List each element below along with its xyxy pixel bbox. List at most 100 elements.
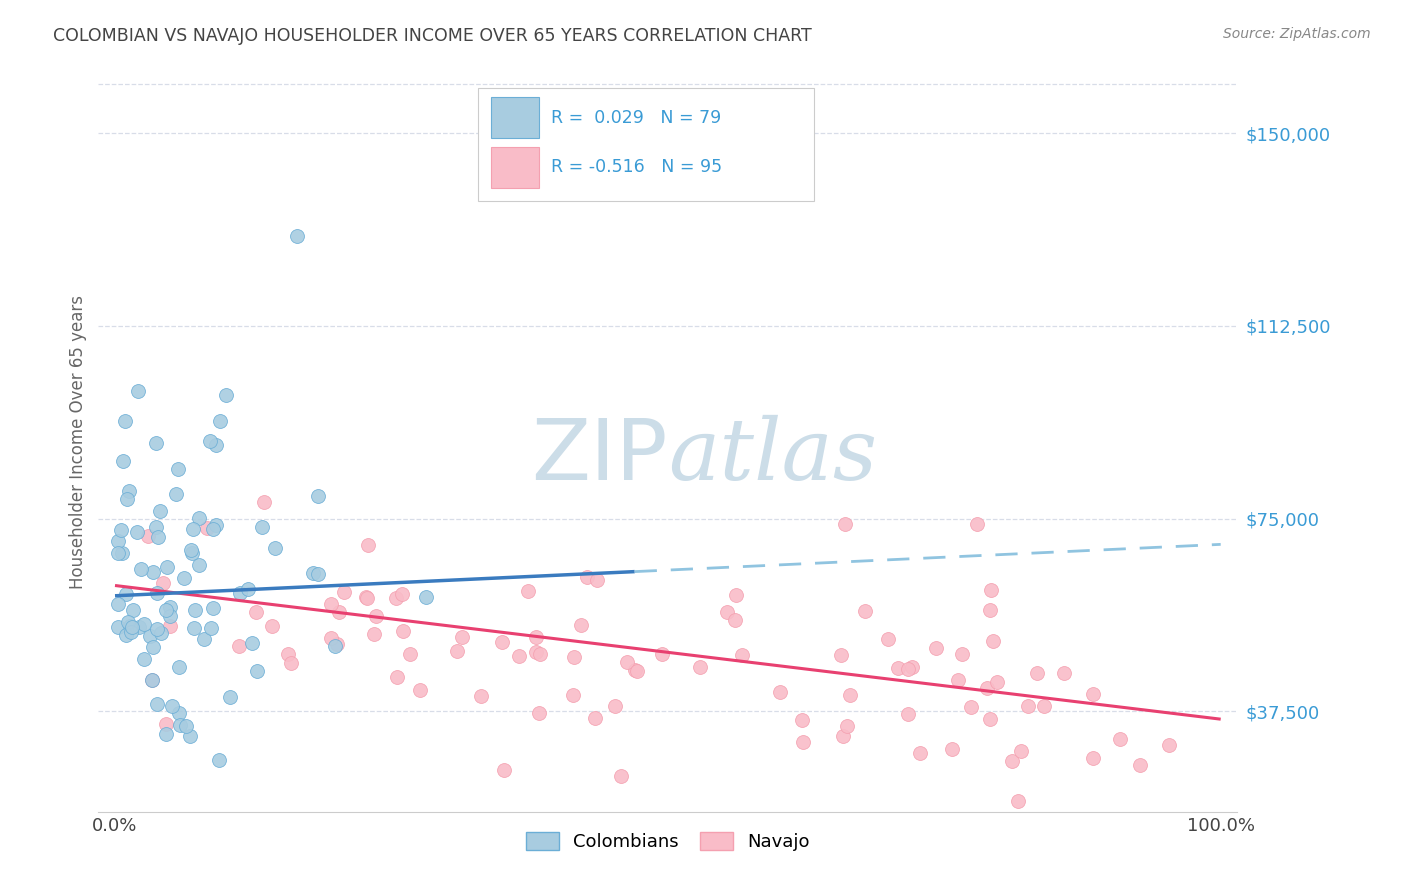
Point (529, 706, 551, 721)
Point (610, 769, 633, 783)
Point (165, 487, 187, 501)
Point (155, 727, 177, 741)
Point (195, 521, 218, 535)
Point (326, 637, 349, 651)
Point (277, 647, 299, 661)
Point (246, 664, 269, 678)
Point (409, 683, 432, 698)
Point (1032, 699, 1054, 714)
Point (198, 434, 221, 449)
Point (451, 630, 474, 644)
Point (201, 600, 224, 615)
Text: atlas: atlas (668, 415, 877, 498)
Point (139, 630, 162, 644)
Point (145, 520, 167, 534)
Point (209, 414, 232, 428)
Point (238, 582, 260, 596)
Point (118, 619, 141, 633)
Point (908, 746, 931, 760)
Point (583, 711, 606, 725)
Point (264, 541, 287, 555)
Point (136, 529, 159, 543)
Point (724, 588, 747, 602)
Point (731, 648, 754, 662)
Point (562, 649, 585, 664)
Point (112, 454, 135, 468)
Point (792, 734, 814, 748)
Point (110, 523, 132, 537)
Text: R = -0.516   N = 95: R = -0.516 N = 95 (551, 158, 721, 177)
Point (1159, 738, 1181, 752)
Point (193, 632, 215, 647)
Point (122, 602, 145, 616)
Point (517, 583, 540, 598)
Point (174, 719, 197, 733)
Point (150, 626, 173, 640)
Point (508, 649, 530, 664)
Text: COLOMBIAN VS NAVAJO HOUSEHOLDER INCOME OVER 65 YEARS CORRELATION CHART: COLOMBIAN VS NAVAJO HOUSEHOLDER INCOME O… (53, 27, 813, 45)
Point (111, 545, 134, 559)
Point (115, 492, 138, 507)
Point (120, 624, 142, 639)
Point (399, 647, 422, 661)
Point (603, 699, 626, 714)
Point (470, 690, 492, 704)
Point (363, 627, 385, 641)
Point (141, 673, 163, 687)
Text: ZIP: ZIP (531, 415, 668, 498)
Point (960, 699, 983, 714)
Point (838, 688, 860, 702)
Point (835, 719, 858, 733)
Point (979, 712, 1001, 726)
Point (155, 603, 177, 617)
Point (115, 628, 138, 642)
Text: Source: ZipAtlas.com: Source: ZipAtlas.com (1223, 27, 1371, 41)
Point (356, 590, 378, 604)
Point (240, 636, 263, 650)
Point (169, 706, 191, 720)
Point (160, 699, 183, 714)
Point (976, 681, 998, 695)
Point (146, 698, 169, 712)
Point (181, 522, 204, 536)
Point (328, 605, 350, 619)
Point (169, 660, 191, 674)
Point (415, 590, 437, 604)
Point (981, 634, 1004, 648)
FancyBboxPatch shape (491, 97, 538, 138)
Point (166, 462, 188, 476)
Point (107, 533, 129, 548)
Point (724, 613, 747, 627)
Point (107, 620, 129, 634)
Point (128, 620, 150, 634)
Point (333, 585, 356, 599)
Point (877, 632, 900, 646)
Point (180, 546, 202, 560)
Point (127, 384, 149, 398)
Text: R =  0.029   N = 79: R = 0.029 N = 79 (551, 109, 721, 127)
Point (107, 597, 129, 611)
Point (790, 713, 813, 727)
Point (125, 525, 148, 540)
Point (1083, 687, 1105, 701)
Point (941, 741, 963, 756)
Point (853, 604, 876, 618)
Point (250, 520, 273, 534)
Point (173, 571, 195, 585)
Point (897, 707, 920, 722)
Point (1017, 698, 1039, 713)
Point (118, 484, 141, 499)
Point (183, 621, 205, 635)
Point (180, 542, 202, 557)
Point (446, 643, 468, 657)
FancyBboxPatch shape (491, 147, 538, 187)
Point (253, 494, 276, 508)
Point (141, 673, 163, 687)
Point (301, 566, 323, 581)
Point (187, 558, 209, 572)
Point (132, 617, 155, 632)
Point (1026, 665, 1049, 680)
Point (966, 516, 988, 531)
Point (901, 660, 924, 674)
Point (986, 675, 1008, 690)
